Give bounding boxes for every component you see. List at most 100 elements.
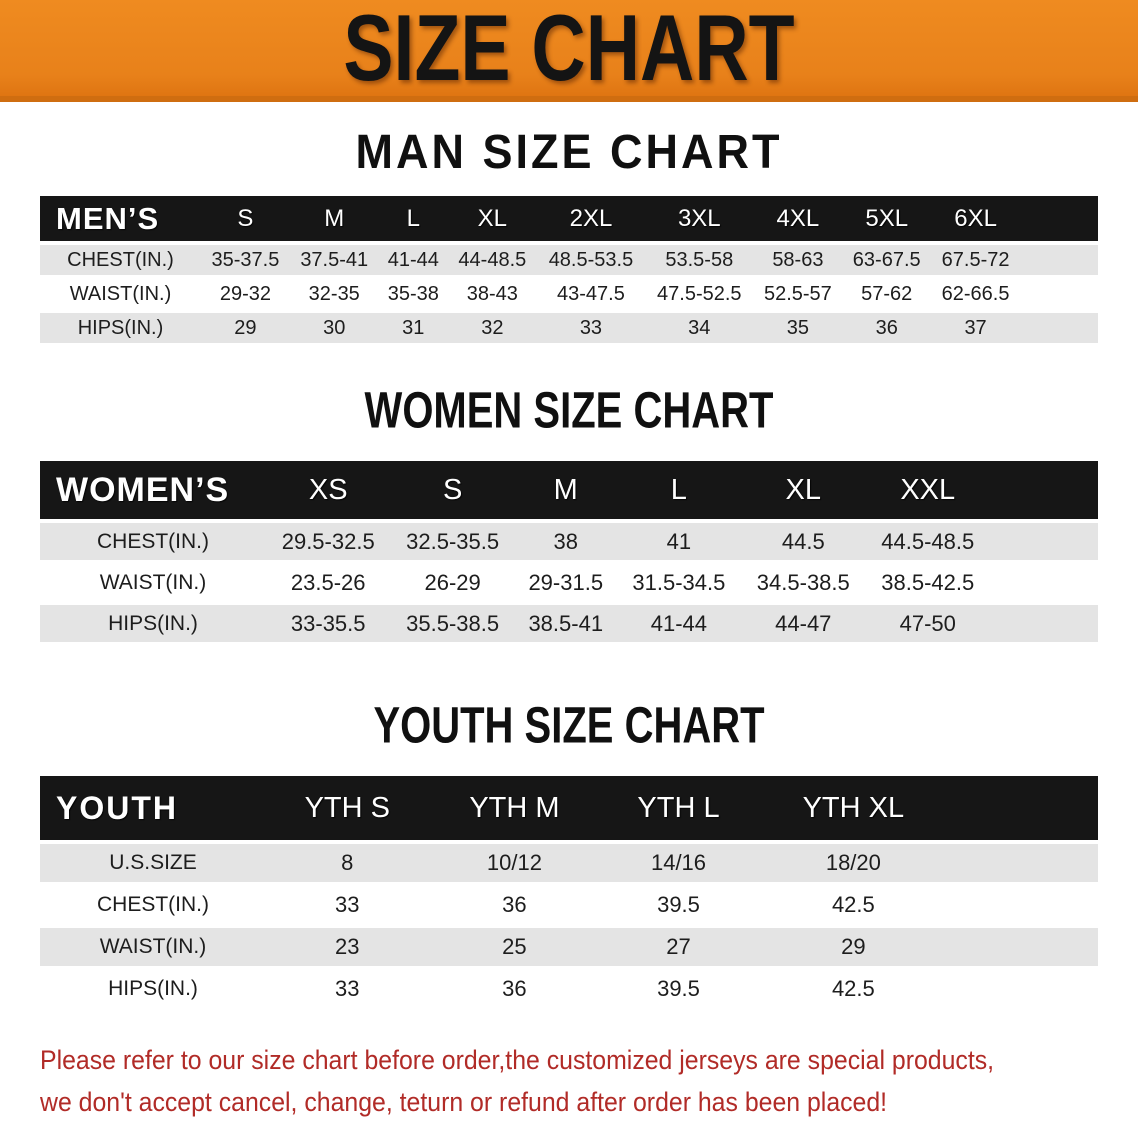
table-cell: 37 — [964, 316, 987, 339]
table-cell: 36 — [502, 892, 527, 917]
row-label: WAIST(IN.) — [69, 282, 172, 305]
row-spacer — [990, 564, 1098, 601]
column-header: M — [553, 473, 578, 506]
table-cell: 14/16 — [650, 850, 707, 875]
column-header: YTH L — [637, 791, 720, 824]
table-cell: 38 — [553, 528, 578, 554]
table-cell: 62-66.5 — [941, 282, 1010, 305]
table-cell: 48.5-53.5 — [548, 248, 634, 271]
table-cell: 32 — [481, 316, 504, 339]
women-section-title: WOMEN SIZE CHART — [364, 381, 774, 439]
table-cell: 38.5-42.5 — [881, 569, 975, 595]
table-row: CHEST(IN.) 29.5-32.5 32.5-35.5 38 41 44.5 44.5… — [40, 523, 1098, 560]
table-row: WAIST(IN.) 29-32 32-35 35-38 38-43 43-47.5 47.… — [40, 279, 1098, 309]
table-cell: 27 — [666, 934, 691, 959]
disclaimer-line-1: Please refer to our size chart before or… — [40, 1045, 995, 1075]
table-cell: 8 — [341, 850, 354, 875]
row-spacer — [950, 970, 1098, 1008]
table-cell: 39.5 — [657, 892, 700, 917]
column-header: 2XL — [569, 204, 613, 232]
youth-table-title: YOUTH — [56, 789, 178, 826]
table-cell: 44.5 — [781, 528, 825, 554]
row-spacer — [990, 523, 1098, 560]
table-cell: 18/20 — [825, 850, 881, 875]
column-header: 3XL — [677, 204, 721, 232]
table-row: HIPS(IN.) 33-35.5 35.5-38.5 38.5-41 41-44 44-… — [40, 605, 1098, 642]
table-cell: 35-37.5 — [211, 248, 280, 271]
table-cell: 38-43 — [466, 282, 518, 305]
table-cell: 23 — [335, 934, 360, 959]
table-cell: 33 — [579, 316, 603, 339]
table-row: CHEST(IN.) 35-37.5 37.5-41 41-44 44-48.5 48.5… — [40, 245, 1098, 275]
table-cell: 38.5-41 — [528, 610, 604, 636]
table-row: HIPS(IN.) 33 36 39.5 42.5 — [40, 970, 1098, 1008]
column-header: YTH M — [469, 791, 560, 824]
row-spacer — [990, 605, 1098, 642]
column-header: XL — [785, 473, 822, 506]
youth-section-title: YOUTH SIZE CHART — [373, 696, 765, 754]
table-cell: 33 — [335, 892, 360, 917]
womens-table-header-row: WOMEN’S XS S M L XL XXL — [40, 461, 1098, 519]
table-cell: 43-47.5 — [557, 282, 625, 305]
table-cell: 34.5-38.5 — [756, 569, 850, 595]
row-label: CHEST(IN.) — [97, 893, 209, 916]
row-label: CHEST(IN.) — [67, 248, 174, 271]
row-spacer — [1020, 313, 1098, 343]
column-header: 5XL — [865, 204, 909, 232]
youth-table: YOUTH YTH S YTH M YTH L YTH XL U.S.SIZE 8 10/12… — [40, 772, 1098, 1012]
youth-table-header-row: YOUTH YTH S YTH M YTH L YTH XL — [40, 776, 1098, 840]
table-cell: 52.5-57 — [763, 282, 832, 305]
table-cell: 31.5-34.5 — [632, 569, 726, 595]
row-spacer — [950, 886, 1098, 924]
column-header: S — [442, 473, 463, 506]
column-header: XS — [308, 473, 348, 506]
row-spacer — [950, 928, 1098, 966]
row-label: WAIST(IN.) — [99, 935, 207, 958]
table-cell: 32-35 — [308, 282, 360, 305]
mens-table: MEN’S S M L XL 2XL 3XL 4XL 5XL 6XL CHEST(IN.) 35-37… — [40, 192, 1098, 347]
column-header: S — [237, 204, 254, 232]
table-cell: 31 — [402, 316, 425, 339]
mens-table-header-row: MEN’S S M L XL 2XL 3XL 4XL 5XL 6XL — [40, 196, 1098, 241]
table-cell: 33-35.5 — [290, 610, 366, 636]
row-label: CHEST(IN.) — [97, 529, 209, 553]
table-cell: 37.5-41 — [300, 248, 369, 271]
header-spacer — [950, 776, 1098, 840]
table-cell: 29 — [234, 316, 257, 339]
womens-size-table: WOMEN’S XS S M L XL XXL CHEST(IN.) 29.5-32.5 32.5… — [40, 457, 1098, 646]
table-cell: 35.5-38.5 — [406, 610, 500, 636]
row-spacer — [950, 844, 1098, 882]
row-label: WAIST(IN.) — [99, 570, 207, 594]
table-cell: 23.5-26 — [290, 569, 366, 595]
womens-table-title: WOMEN’S — [56, 470, 230, 509]
header-spacer — [990, 461, 1098, 519]
column-header: L — [406, 204, 420, 232]
table-cell: 35-38 — [387, 282, 439, 305]
disclaimer-line-2: we don't accept cancel, change, teturn o… — [40, 1086, 888, 1117]
table-cell: 29.5-32.5 — [281, 528, 375, 554]
column-header: YTH S — [304, 791, 390, 824]
table-cell: 41 — [666, 528, 692, 554]
table-cell: 44-48.5 — [458, 248, 527, 271]
table-cell: 26-29 — [424, 569, 481, 595]
man-section-title: MAN SIZE CHART — [355, 123, 783, 179]
row-label: HIPS(IN.) — [108, 611, 198, 635]
table-cell: 57-62 — [861, 282, 913, 305]
table-cell: 10/12 — [486, 850, 542, 875]
table-cell: 58-63 — [772, 248, 824, 271]
table-cell: 53.5-58 — [665, 248, 734, 271]
table-cell: 29-32 — [219, 282, 271, 305]
table-cell: 44-47 — [775, 610, 832, 636]
column-header: 4XL — [776, 204, 820, 232]
column-header: 6XL — [954, 204, 997, 232]
table-cell: 41-44 — [650, 610, 707, 636]
banner-title: SIZE CHART — [343, 0, 795, 100]
table-cell: 33 — [335, 976, 360, 1001]
table-row: U.S.SIZE 8 10/12 14/16 18/20 — [40, 844, 1098, 882]
table-cell: 39.5 — [657, 976, 700, 1001]
table-cell: 30 — [323, 316, 346, 339]
row-label: HIPS(IN.) — [108, 977, 198, 1000]
table-cell: 36 — [875, 316, 898, 339]
table-cell: 41-44 — [387, 248, 439, 271]
youth-size-table: YOUTH YTH S YTH M YTH L YTH XL U.S.SIZE 8 10/12… — [40, 772, 1098, 1012]
